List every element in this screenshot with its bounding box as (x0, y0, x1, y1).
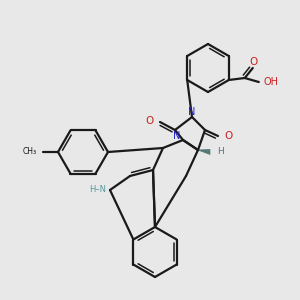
Text: OH: OH (264, 77, 279, 87)
Text: O: O (224, 131, 232, 141)
Text: N: N (172, 131, 180, 141)
Polygon shape (198, 149, 210, 154)
Text: H: H (217, 148, 224, 157)
Text: O: O (146, 116, 154, 126)
Text: CH₃: CH₃ (23, 148, 37, 157)
Text: H–N: H–N (89, 184, 106, 194)
Text: O: O (250, 57, 258, 67)
Text: N: N (188, 107, 196, 117)
